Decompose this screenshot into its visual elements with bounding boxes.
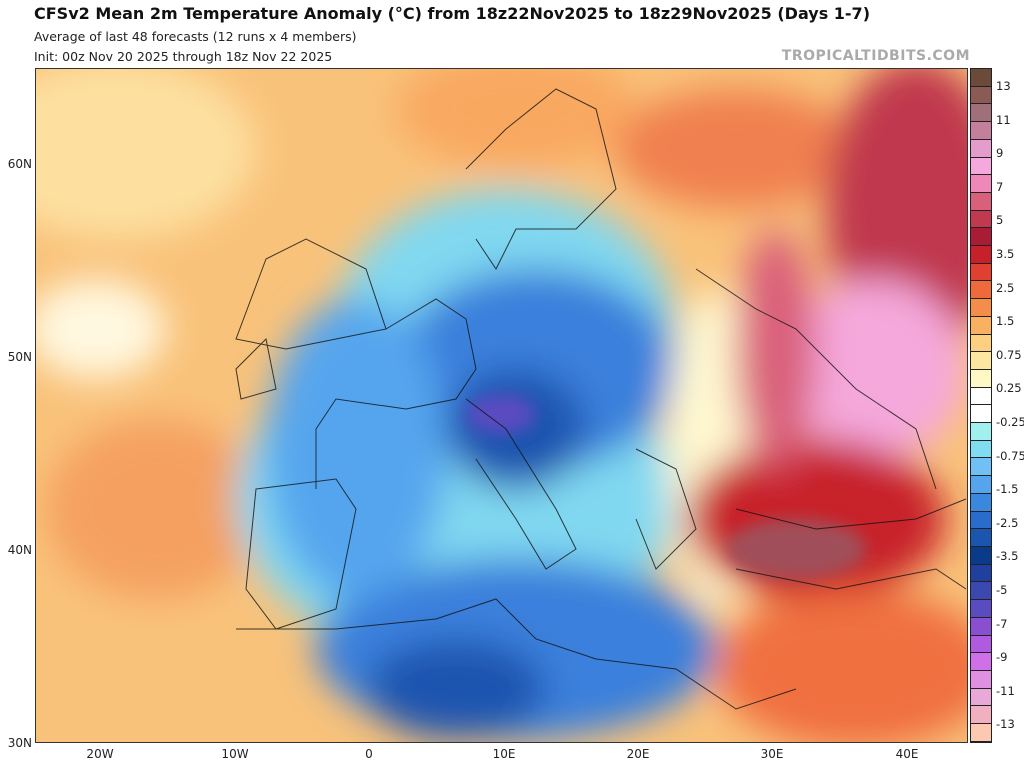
colorbar-bin: [971, 334, 991, 353]
colorbar-bin: [971, 69, 991, 87]
colorbar-label: -9: [996, 650, 1008, 665]
colorbar-bin: [971, 104, 991, 123]
colorbar-label: 13: [996, 79, 1011, 93]
init-info: Init: 00z Nov 20 2025 through 18z Nov 22…: [34, 49, 333, 64]
colorbar-bin: [971, 352, 991, 370]
colorbar-bin: [971, 724, 991, 742]
colorbar-bin: [971, 369, 991, 388]
colorbar-label: 2.5: [996, 280, 1015, 295]
colorbar-label: -2.5: [996, 515, 1019, 530]
colorbar-bin: [971, 600, 991, 618]
colorbar-label: -7: [996, 616, 1008, 631]
colorbar-bin: [971, 511, 991, 530]
lat-label: 50N: [7, 350, 32, 364]
colorbar-label: -11: [996, 683, 1015, 698]
lon-label: 20W: [86, 747, 114, 761]
colorbar-bin: [971, 263, 991, 282]
lat-label: 60N: [7, 157, 32, 171]
colorbar-bin: [971, 529, 991, 547]
colorbar-label: -0.75: [996, 448, 1024, 463]
lon-label: 30E: [760, 747, 784, 761]
lon-label: 10E: [492, 747, 516, 761]
colorbar-bin: [971, 493, 991, 512]
colorbar-bin: [971, 316, 991, 335]
colorbar-label: 0.75: [996, 347, 1022, 362]
colorbar-label: 11: [996, 112, 1011, 127]
colorbar-bin: [971, 122, 991, 140]
colorbar-bin: [971, 405, 991, 424]
chart-subtitle: Average of last 48 forecasts (12 runs x …: [34, 29, 357, 44]
lon-label: 10W: [221, 747, 249, 761]
colorbar-bin: [971, 175, 991, 193]
colorbar-label: -0.25: [996, 415, 1024, 429]
colorbar-bin: [971, 423, 991, 441]
colorbar-label: -3.5: [996, 549, 1019, 564]
colorbar-bin: [971, 281, 991, 300]
colorbar-bin: [971, 157, 991, 176]
colorbar-label: 5: [996, 213, 1004, 228]
colorbar-bin: [971, 86, 991, 105]
colorbar-bin: [971, 139, 991, 158]
colorbar-bin: [971, 635, 991, 654]
colorbar-bin: [971, 387, 991, 406]
lat-label: 30N: [7, 736, 32, 750]
colorbar-bin: [971, 564, 991, 583]
colorbar-bin: [971, 299, 991, 317]
coastlines: [235, 88, 967, 710]
chart-title: CFSv2 Mean 2m Temperature Anomaly (°C) f…: [34, 4, 870, 23]
colorbar-label: 7: [996, 179, 1004, 194]
colorbar-bin: [971, 688, 991, 707]
colorbar-bin: [971, 228, 991, 247]
lon-label: 0: [365, 747, 373, 761]
colorbar-bin: [971, 440, 991, 459]
colorbar-bin: [971, 246, 991, 264]
lon-label: 40E: [895, 747, 919, 761]
colorbar-label: -1.5: [996, 482, 1019, 497]
colorbar-bin: [971, 582, 991, 601]
map-field: [36, 69, 967, 742]
lat-label: 40N: [7, 543, 32, 557]
colorbar-label: 0.25: [996, 381, 1022, 396]
colorbar-label: 3.5: [996, 247, 1015, 261]
colorbar-label: 1.5: [996, 314, 1015, 329]
colorbar-bin: [971, 210, 991, 229]
colorbar-bin: [971, 458, 991, 477]
colorbar-bin: [971, 653, 991, 671]
colorbar-bin: [971, 706, 991, 725]
temperature-anomaly-map: [35, 68, 968, 743]
colorbar: [970, 68, 992, 743]
colorbar-label: -5: [996, 583, 1008, 597]
colorbar-bin: [971, 617, 991, 636]
colorbar-label: 9: [996, 146, 1004, 161]
colorbar-bin: [971, 546, 991, 565]
colorbar-bin: [971, 192, 991, 211]
colorbar-label: -13: [996, 717, 1015, 732]
lon-label: 20E: [626, 747, 650, 761]
anomaly-blobs: [36, 69, 967, 742]
colorbar-bin: [971, 670, 991, 689]
brand-watermark: TROPICALTIDBITS.COM: [781, 48, 970, 64]
colorbar-bin: [971, 476, 991, 494]
